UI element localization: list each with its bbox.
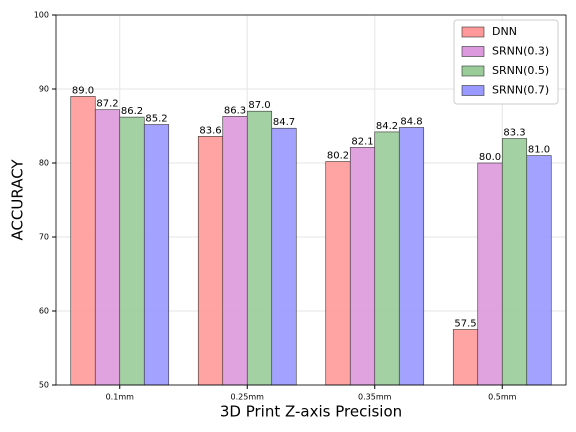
x-axis-label: 3D Print Z-axis Precision bbox=[220, 403, 402, 421]
bar bbox=[197, 136, 224, 386]
legend-swatch bbox=[461, 65, 485, 77]
bar bbox=[94, 109, 121, 386]
bar bbox=[119, 116, 145, 386]
value-label: 57.5 bbox=[454, 319, 476, 330]
y-axis-label: ACCURACY bbox=[9, 159, 27, 241]
x-tick-label: 0.35mm bbox=[358, 393, 392, 402]
bar bbox=[325, 161, 351, 386]
bar bbox=[222, 116, 248, 386]
y-tick-label: 80 bbox=[39, 159, 49, 168]
bar bbox=[526, 155, 552, 386]
bar bbox=[271, 127, 297, 386]
legend-swatch bbox=[461, 26, 485, 38]
value-label: 83.3 bbox=[503, 128, 525, 139]
bar bbox=[477, 162, 503, 386]
value-label: 82.1 bbox=[351, 136, 373, 147]
legend-label: SRNN(0.5) bbox=[492, 64, 549, 77]
value-label: 83.6 bbox=[199, 125, 221, 136]
y-tick-label: 100 bbox=[34, 11, 49, 20]
value-label: 87.2 bbox=[96, 99, 118, 110]
plot-frame bbox=[55, 14, 567, 386]
x-tick-label: 0.1mm bbox=[106, 393, 135, 402]
value-label: 86.2 bbox=[121, 106, 143, 117]
legend-label: SRNN(0.7) bbox=[492, 84, 549, 97]
bar bbox=[374, 131, 400, 386]
bar bbox=[246, 110, 273, 386]
bar bbox=[398, 127, 425, 386]
value-label: 80.2 bbox=[327, 151, 349, 162]
bar bbox=[452, 329, 479, 386]
bar bbox=[70, 96, 96, 386]
y-tick-label: 90 bbox=[39, 85, 49, 94]
value-label: 86.3 bbox=[224, 105, 246, 116]
y-tick-label: 50 bbox=[39, 381, 49, 390]
bar bbox=[143, 124, 170, 386]
bar bbox=[349, 147, 376, 386]
value-label: 85.2 bbox=[145, 114, 167, 125]
bar bbox=[501, 138, 528, 386]
value-label: 87.0 bbox=[248, 100, 270, 111]
legend-box bbox=[453, 19, 559, 105]
x-tick-label: 0.25mm bbox=[231, 393, 265, 402]
value-label: 84.7 bbox=[273, 117, 295, 128]
value-label: 80.0 bbox=[479, 152, 501, 163]
value-label: 81.0 bbox=[528, 145, 550, 156]
legend-label: DNN bbox=[492, 25, 517, 38]
y-tick-label: 70 bbox=[39, 233, 49, 242]
value-label: 84.8 bbox=[400, 116, 422, 127]
y-tick-label: 60 bbox=[39, 307, 49, 316]
legend-swatch bbox=[461, 46, 485, 57]
value-label: 84.2 bbox=[376, 121, 398, 132]
value-label: 89.0 bbox=[72, 85, 94, 96]
legend-label: SRNN(0.3) bbox=[492, 45, 549, 58]
legend-swatch bbox=[461, 85, 485, 96]
x-tick-label: 0.5mm bbox=[488, 393, 517, 402]
